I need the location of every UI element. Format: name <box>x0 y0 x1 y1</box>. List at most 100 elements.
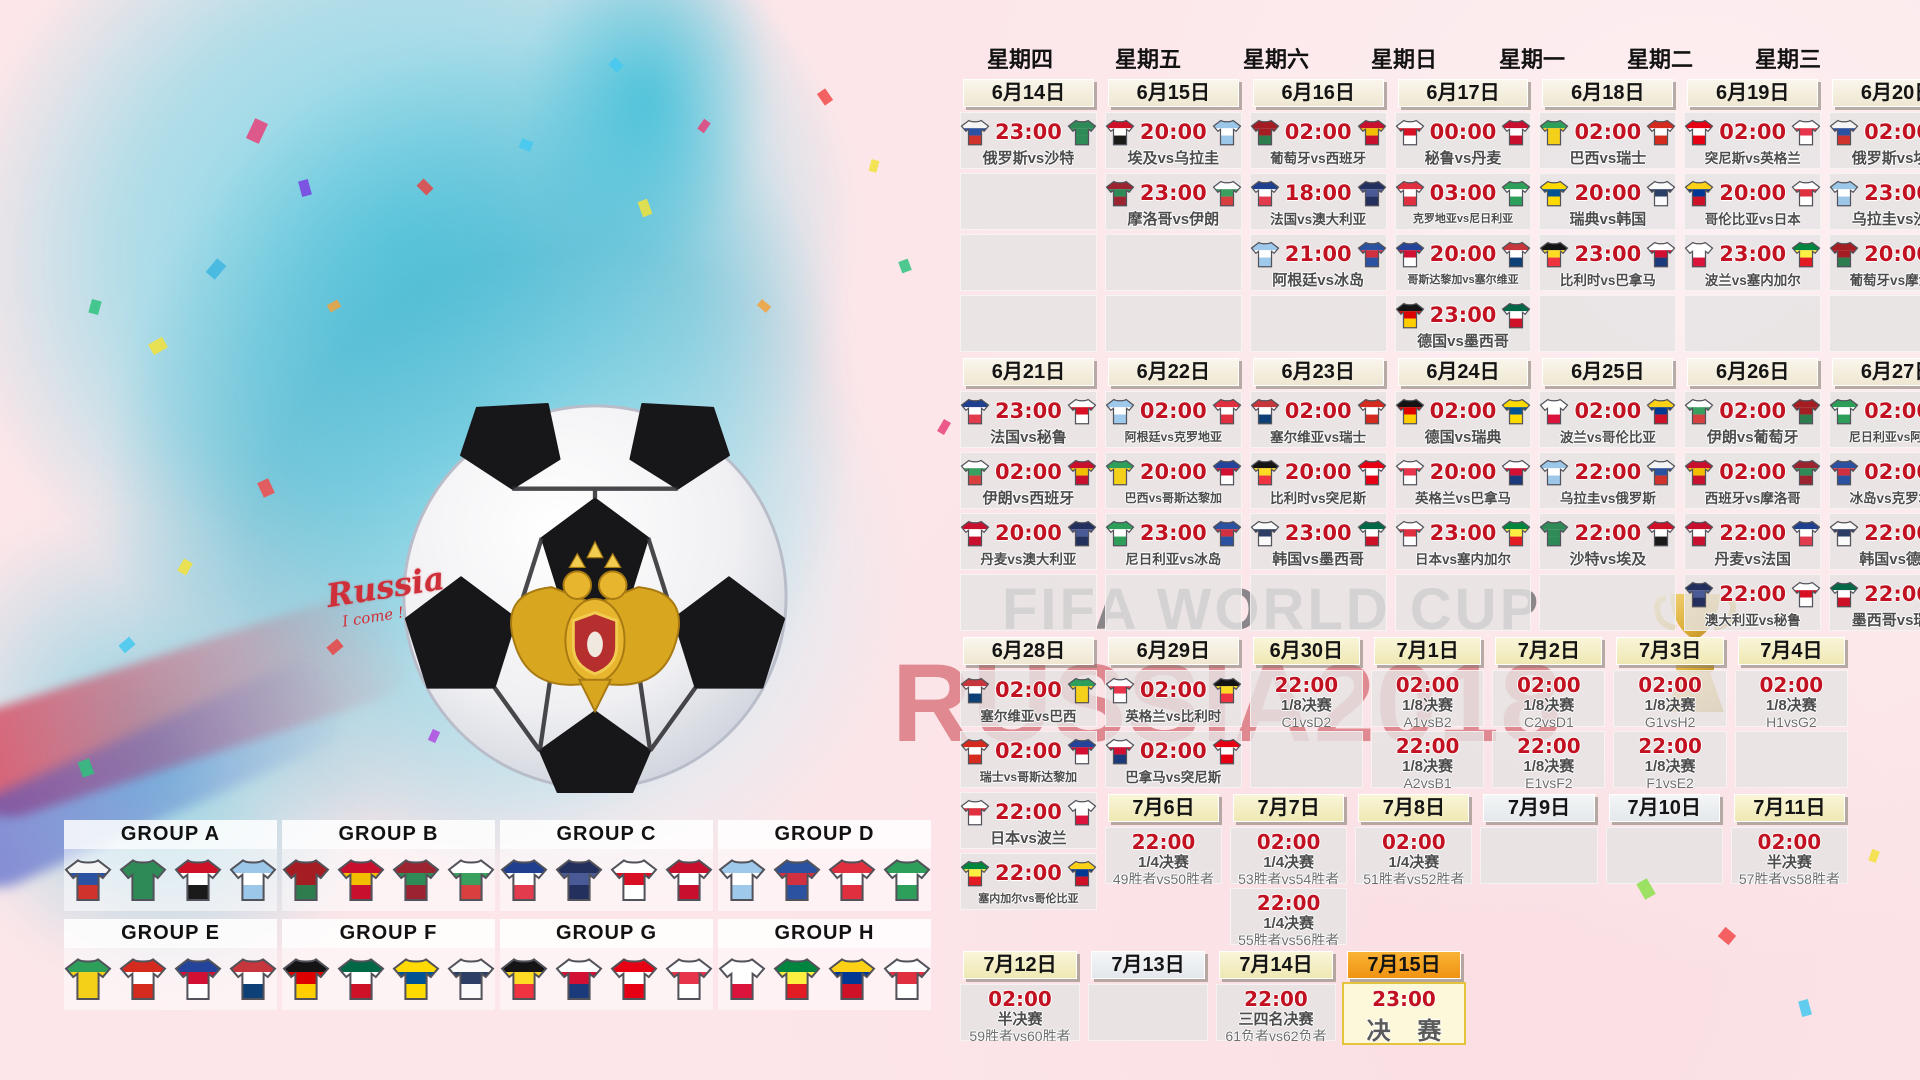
jersey-icon <box>1646 459 1676 485</box>
date-header: 7月13日 <box>1091 951 1205 979</box>
match-calendar: 星期四 星期五 星期六 星期日 星期一 星期二 星期三 6月14日 23:00 俄罗斯vs沙特 6… <box>956 42 1920 1045</box>
match-time: 02:00 <box>988 987 1052 1011</box>
match-time: 23:00 <box>1139 521 1207 545</box>
match-header-row: 02:00 <box>1395 391 1532 429</box>
match-cell: 02:00 巴西vs瑞士 <box>1539 112 1677 169</box>
match-cell: 20:00 葡萄牙vs摩洛哥 <box>1829 234 1920 291</box>
confetto <box>205 258 227 280</box>
jersey-icon <box>1791 398 1821 424</box>
match-cell: 22:00 乌拉圭vs俄罗斯 <box>1539 452 1677 509</box>
weekday-label: 星期五 <box>1114 47 1181 72</box>
match-time: 23:00 <box>1372 987 1436 1011</box>
jersey-icon <box>1829 180 1859 206</box>
confetto <box>1868 848 1880 864</box>
empty-cell <box>960 574 1097 631</box>
match-cell: 23:00 俄罗斯vs沙特 <box>960 112 1097 169</box>
knockout-cell: 02:00 1/8决赛 H1vsG2 <box>1734 670 1848 727</box>
calendar-day-column: 6月30日 22:00 1/8决赛 C1vsD2 <box>1246 633 1367 790</box>
match-header-row: 03:00 <box>1395 173 1532 211</box>
date-header: 6月29日 <box>1107 637 1239 665</box>
jersey-icon <box>1502 459 1531 485</box>
empty-cell <box>1480 827 1598 884</box>
knockout-pairing: 61负者vs62负者 <box>1225 1028 1327 1041</box>
group-jersey-row <box>64 948 277 1010</box>
spacer-cell <box>1105 888 1222 945</box>
jersey-icon <box>282 958 330 1000</box>
match-header-row: 20:00 <box>1250 452 1387 490</box>
date-header: 6月26日 <box>1687 358 1819 386</box>
group-box: GROUP B <box>282 820 495 911</box>
group-title: GROUP B <box>282 820 495 849</box>
jersey-icon <box>174 958 222 1000</box>
knockout-stage: 1/8决赛 <box>1523 697 1575 714</box>
match-teams: 丹麦vs澳大利亚 <box>980 552 1077 567</box>
match-time: 21:00 <box>1284 242 1352 266</box>
match-teams: 伊朗vs葡萄牙 <box>1706 429 1799 446</box>
match-cell: 23:00 乌拉圭vs沙特 <box>1829 173 1920 230</box>
group-box: GROUP C <box>500 820 713 911</box>
knockout-pairing: C1vsD2 <box>1281 714 1332 727</box>
jersey-icon <box>773 958 821 1000</box>
jersey-icon <box>174 859 222 901</box>
match-teams: 乌拉圭vs沙特 <box>1851 211 1920 228</box>
match-teams: 哥伦比亚vs日本 <box>1704 212 1801 227</box>
match-teams: 尼日利亚vs阿根廷 <box>1848 430 1920 444</box>
match-header-row: 23:00 <box>1395 295 1532 333</box>
jersey-icon <box>960 860 990 886</box>
calendar-day-column: 7月11日 02:00 半决赛 57胜者vs58胜者 <box>1727 790 1852 947</box>
match-teams: 阿根廷vs克罗地亚 <box>1124 430 1222 444</box>
match-cell: 02:00 俄罗斯vs埃及 <box>1829 112 1920 169</box>
jersey-icon <box>1791 241 1821 267</box>
jersey-icon <box>1829 241 1859 267</box>
confetto <box>756 299 772 313</box>
jersey-icon <box>1791 520 1821 546</box>
jersey-icon <box>1250 119 1280 145</box>
jersey-icon <box>1250 241 1280 267</box>
match-time: 20:00 <box>1864 242 1920 266</box>
date-header: 6月30日 <box>1252 637 1360 665</box>
jersey-icon <box>1395 459 1424 485</box>
match-header-row: 22:00 <box>1829 574 1920 612</box>
date-header: 7月11日 <box>1733 794 1845 822</box>
match-time: 23:00 <box>1139 181 1207 205</box>
match-time: 20:00 <box>1719 181 1787 205</box>
match-header-row: 02:00 <box>1105 391 1242 429</box>
jersey-icon <box>555 859 603 901</box>
empty-cell <box>1249 731 1363 788</box>
match-time: 02:00 <box>1719 460 1787 484</box>
match-teams: 日本vs塞内加尔 <box>1414 552 1512 567</box>
match-cell: 20:00 哥伦比亚vs日本 <box>1684 173 1822 230</box>
knockout-cell: 22:00 1/8决赛 C1vsD2 <box>1249 670 1363 727</box>
match-time: 02:00 <box>1284 120 1352 144</box>
confetto <box>326 299 342 313</box>
match-header-row: 02:00 <box>1684 391 1821 429</box>
jersey-icon <box>1105 459 1135 485</box>
jersey-icon <box>1684 119 1714 145</box>
group-jersey-row <box>282 948 495 1010</box>
match-time: 23:00 <box>1574 242 1642 266</box>
jersey-icon <box>1540 520 1569 546</box>
match-header-row: 22:00 <box>1539 513 1676 551</box>
match-header-row: 22:00 <box>960 792 1097 830</box>
match-teams: 乌拉圭vs俄罗斯 <box>1559 491 1656 506</box>
calendar-week-section: 6月28日 02:00 塞尔维亚vs巴西 02:00 瑞士vs哥斯达黎加 6月29日 02:… <box>956 633 1852 790</box>
match-time: 02:00 <box>1139 399 1207 423</box>
match-cell: 03:00 克罗地亚vs尼日利亚 <box>1394 173 1532 230</box>
match-header-row: 23:00 <box>1395 513 1532 551</box>
match-time: 02:00 <box>1719 120 1787 144</box>
match-teams: 突尼斯vs英格兰 <box>1704 151 1801 166</box>
jersey-icon <box>1395 119 1424 145</box>
jersey-icon <box>773 859 821 901</box>
match-cell: 22:00 日本vs波兰 <box>960 792 1097 849</box>
match-time: 02:00 <box>1864 399 1920 423</box>
match-time: 23:00 <box>1284 521 1352 545</box>
match-header-row: 02:00 <box>960 452 1097 490</box>
jersey-icon <box>1791 459 1821 485</box>
confetto <box>177 558 193 576</box>
jersey-icon <box>1212 520 1242 546</box>
jersey-icon <box>1357 398 1386 424</box>
match-time: 22:00 <box>1638 734 1702 758</box>
knockout-cell: 22:00 三四名决赛 61负者vs62负者 <box>1216 984 1336 1041</box>
confetto <box>518 138 534 152</box>
match-time: 22:00 <box>1574 521 1642 545</box>
